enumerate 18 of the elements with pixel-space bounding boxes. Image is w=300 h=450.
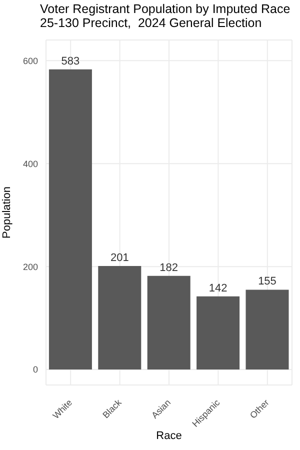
data-label: 182 [160, 262, 178, 274]
data-label: 142 [208, 282, 228, 294]
data-label: 155 [258, 276, 276, 288]
bar [98, 266, 142, 370]
bar [246, 290, 289, 370]
bar [147, 276, 190, 370]
y-axis-title: Population [0, 186, 13, 238]
y-tick-label: 600 [22, 56, 38, 66]
bar [48, 69, 92, 370]
chart-title: Voter Registrant Population by Imputed Race [40, 2, 290, 16]
y-tick-label: 200 [22, 262, 38, 272]
data-label: 583 [61, 55, 80, 68]
bar [196, 296, 240, 370]
data-label: 201 [110, 252, 129, 264]
y-tick-label: 400 [22, 158, 38, 169]
x-axis-title: Race [156, 430, 182, 442]
chart-subtitle: 25-130 Precinct, 2024 General Election [40, 16, 263, 30]
y-tick-label: 0 [32, 364, 38, 375]
